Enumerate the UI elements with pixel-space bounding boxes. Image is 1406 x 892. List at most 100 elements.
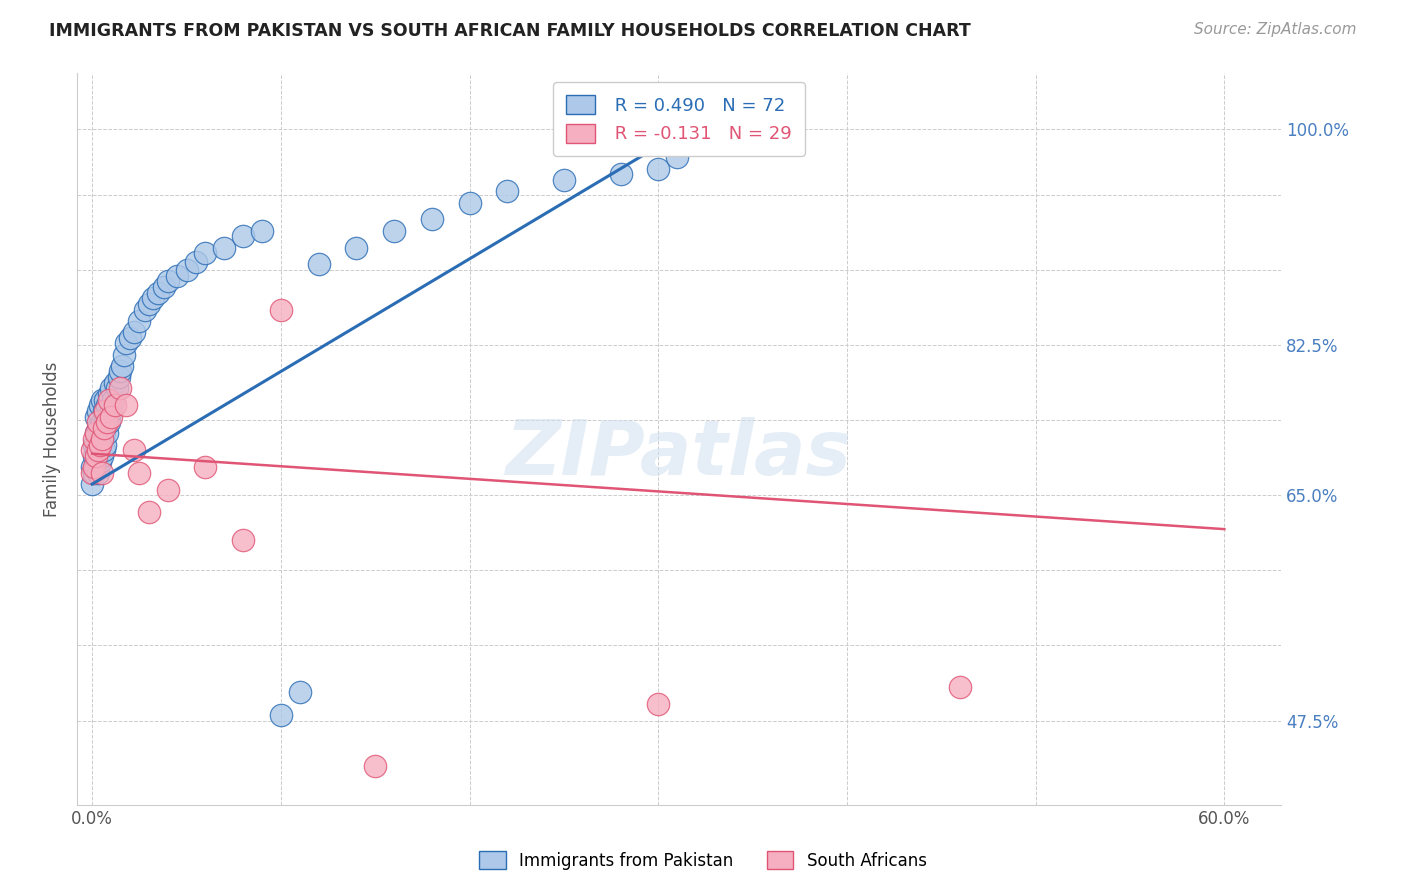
- Point: [458, 195, 481, 210]
- Point: [82, 460, 104, 475]
- Point: [93, 443, 115, 458]
- Point: [82, 466, 104, 480]
- Point: [107, 370, 129, 384]
- Point: [142, 291, 165, 305]
- Point: [420, 212, 443, 227]
- Point: [382, 224, 405, 238]
- Point: [156, 274, 179, 288]
- Text: ZIPatlas: ZIPatlas: [506, 417, 852, 491]
- Point: [93, 421, 115, 435]
- Point: [666, 151, 689, 165]
- Text: IMMIGRANTS FROM PAKISTAN VS SOUTH AFRICAN FAMILY HOUSEHOLDS CORRELATION CHART: IMMIGRANTS FROM PAKISTAN VS SOUTH AFRICA…: [49, 22, 972, 40]
- Point: [101, 392, 124, 407]
- Point: [111, 359, 134, 373]
- Point: [100, 381, 122, 395]
- Point: [134, 302, 156, 317]
- Point: [87, 437, 110, 451]
- Point: [87, 449, 110, 463]
- Point: [553, 173, 575, 187]
- Point: [83, 460, 105, 475]
- Point: [98, 415, 121, 429]
- Point: [84, 426, 107, 441]
- Point: [647, 697, 669, 711]
- Point: [84, 426, 107, 441]
- Point: [93, 404, 115, 418]
- Point: [84, 460, 107, 475]
- Point: [96, 398, 118, 412]
- Point: [82, 477, 104, 491]
- Point: [104, 376, 127, 390]
- Point: [89, 398, 111, 412]
- Point: [93, 426, 115, 441]
- Point: [308, 257, 330, 271]
- Point: [122, 325, 145, 339]
- Point: [138, 297, 160, 311]
- Point: [96, 415, 118, 429]
- Point: [90, 432, 112, 446]
- Point: [90, 466, 112, 480]
- Point: [87, 421, 110, 435]
- Point: [90, 392, 112, 407]
- Point: [232, 533, 254, 548]
- Point: [87, 466, 110, 480]
- Point: [122, 443, 145, 458]
- Point: [98, 387, 121, 401]
- Point: [344, 241, 367, 255]
- Point: [110, 364, 132, 378]
- Point: [118, 331, 141, 345]
- Point: [176, 263, 198, 277]
- Point: [82, 443, 104, 458]
- Point: [84, 449, 107, 463]
- Point: [105, 381, 128, 395]
- Point: [156, 483, 179, 497]
- Point: [128, 466, 150, 480]
- Point: [94, 415, 117, 429]
- Point: [90, 449, 112, 463]
- Point: [94, 404, 117, 418]
- Point: [675, 117, 697, 131]
- Point: [609, 167, 631, 181]
- Point: [83, 466, 105, 480]
- Y-axis label: Family Households: Family Households: [44, 361, 60, 516]
- Point: [90, 415, 112, 429]
- Point: [89, 454, 111, 468]
- Point: [100, 404, 122, 418]
- Point: [194, 246, 217, 260]
- Point: [96, 426, 118, 441]
- Legend: Immigrants from Pakistan, South Africans: Immigrants from Pakistan, South Africans: [472, 845, 934, 877]
- Point: [83, 449, 105, 463]
- Point: [83, 437, 105, 451]
- Point: [87, 443, 110, 458]
- Point: [288, 685, 311, 699]
- Point: [148, 285, 170, 300]
- Point: [153, 280, 176, 294]
- Point: [89, 421, 111, 435]
- Point: [270, 708, 292, 723]
- Point: [949, 680, 972, 694]
- Point: [232, 229, 254, 244]
- Point: [128, 314, 150, 328]
- Point: [104, 398, 127, 412]
- Point: [112, 347, 135, 361]
- Point: [89, 437, 111, 451]
- Point: [87, 415, 110, 429]
- Point: [115, 398, 138, 412]
- Point: [90, 432, 112, 446]
- Point: [100, 409, 122, 424]
- Point: [94, 392, 117, 407]
- Point: [84, 409, 107, 424]
- Point: [115, 336, 138, 351]
- Point: [214, 241, 236, 255]
- Point: [138, 505, 160, 519]
- Point: [83, 432, 105, 446]
- Point: [94, 437, 117, 451]
- Point: [98, 392, 121, 407]
- Legend:  R = 0.490   N = 72,  R = -0.131   N = 29: R = 0.490 N = 72, R = -0.131 N = 29: [554, 82, 804, 156]
- Point: [250, 224, 273, 238]
- Text: Source: ZipAtlas.com: Source: ZipAtlas.com: [1194, 22, 1357, 37]
- Point: [685, 134, 707, 148]
- Point: [647, 161, 669, 176]
- Point: [270, 302, 292, 317]
- Point: [89, 437, 111, 451]
- Point: [110, 381, 132, 395]
